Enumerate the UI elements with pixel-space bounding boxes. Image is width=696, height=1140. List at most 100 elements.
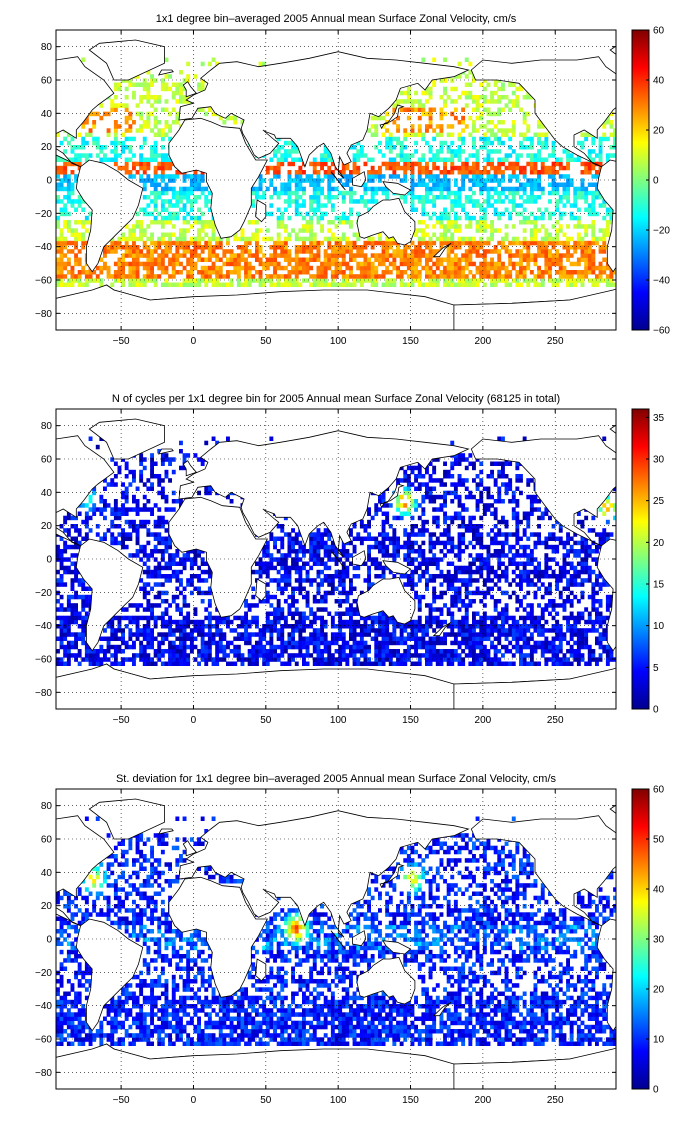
colorbar-tick-label: 40: [653, 76, 665, 87]
data-cell: [330, 161, 335, 167]
data-cell: [316, 174, 321, 179]
data-cell: [591, 265, 596, 271]
data-cell: [548, 590, 552, 596]
data-cell: [403, 649, 408, 654]
data-cell: [551, 628, 556, 633]
data-cell: [464, 74, 469, 79]
data-cell: [316, 661, 321, 666]
data-cell: [602, 124, 607, 129]
data-cell: [142, 211, 147, 217]
data-cell: [146, 245, 151, 250]
data-cell: [446, 186, 451, 192]
data-cell: [540, 594, 545, 600]
data-cell: [370, 178, 375, 183]
data-cell: [200, 86, 205, 92]
data-cell: [312, 661, 317, 666]
data-cell: [160, 249, 165, 254]
data-cell: [211, 624, 216, 629]
data-cell: [236, 615, 241, 621]
data-cell: [309, 249, 314, 254]
data-cell: [334, 224, 339, 229]
data-cell: [359, 245, 364, 250]
data-cell: [378, 257, 382, 262]
land-polygon: [382, 181, 412, 196]
data-cell: [367, 265, 371, 271]
data-cell: [186, 257, 191, 262]
data-cell: [598, 203, 603, 208]
data-cell: [276, 282, 281, 287]
data-cell: [464, 124, 469, 129]
data-cell: [287, 161, 292, 167]
data-cell: [504, 644, 509, 650]
data-cell: [461, 149, 466, 154]
data-cell: [276, 157, 281, 162]
data-cell: [576, 619, 581, 625]
data-cell: [211, 661, 216, 666]
data-cell: [341, 220, 346, 225]
data-cell: [330, 619, 335, 625]
data-cell: [247, 253, 252, 258]
data-cell: [414, 649, 418, 654]
data-cell: [446, 124, 451, 129]
data-cell: [215, 619, 220, 625]
data-cell: [529, 136, 534, 142]
data-cell: [598, 644, 603, 650]
data-cell: [255, 236, 259, 242]
data-cell: [392, 624, 397, 629]
data-cell: [146, 99, 151, 104]
data-cell: [142, 165, 147, 171]
data-cell: [226, 282, 230, 287]
data-cell: [356, 661, 361, 666]
data-cell: [113, 661, 118, 666]
data-cell: [160, 590, 165, 596]
data-cell: [146, 603, 151, 608]
data-cell: [164, 82, 169, 87]
data-cell: [482, 261, 487, 267]
data-cell: [598, 157, 603, 162]
data-cell: [255, 228, 259, 233]
data-cell: [378, 611, 382, 616]
data-cell: [453, 195, 458, 200]
data-cell: [197, 82, 201, 87]
data-cell: [117, 636, 122, 641]
data-cell: [200, 236, 205, 242]
data-cell: [356, 274, 361, 279]
data-cell: [526, 249, 531, 254]
data-cell: [132, 657, 136, 662]
data-cell: [338, 240, 343, 246]
y-tick-label: −40: [35, 242, 52, 253]
data-cell: [276, 170, 281, 175]
data-cell: [312, 211, 317, 217]
data-cell: [193, 170, 198, 175]
data-cell: [504, 249, 509, 254]
data-cell: [121, 632, 125, 637]
y-tick-label: −20: [35, 209, 52, 220]
data-cell: [146, 161, 151, 167]
data-cell: [103, 145, 107, 150]
colorbar-tick-label: 0: [653, 176, 659, 187]
data-cell: [251, 232, 256, 237]
data-cell: [287, 153, 292, 158]
data-cell: [193, 657, 198, 662]
data-cell: [573, 282, 578, 287]
data-cell: [374, 115, 379, 121]
data-cell: [182, 232, 187, 237]
data-cell: [432, 240, 437, 246]
data-cell: [406, 265, 411, 271]
data-cell: [591, 182, 596, 187]
data-cell: [569, 211, 574, 217]
data-cell: [501, 615, 505, 621]
data-cell: [157, 644, 162, 650]
data-cell: [175, 628, 180, 633]
data-cell: [349, 190, 353, 196]
data-cell: [414, 207, 418, 212]
data-cell: [537, 149, 541, 154]
data-cell: [135, 220, 140, 225]
data-cell: [142, 624, 147, 629]
data-cell: [576, 640, 581, 646]
data-cell: [63, 628, 68, 633]
data-cell: [146, 615, 151, 621]
data-cell: [406, 99, 411, 104]
data-cell: [537, 136, 541, 142]
data-cell: [515, 644, 520, 650]
